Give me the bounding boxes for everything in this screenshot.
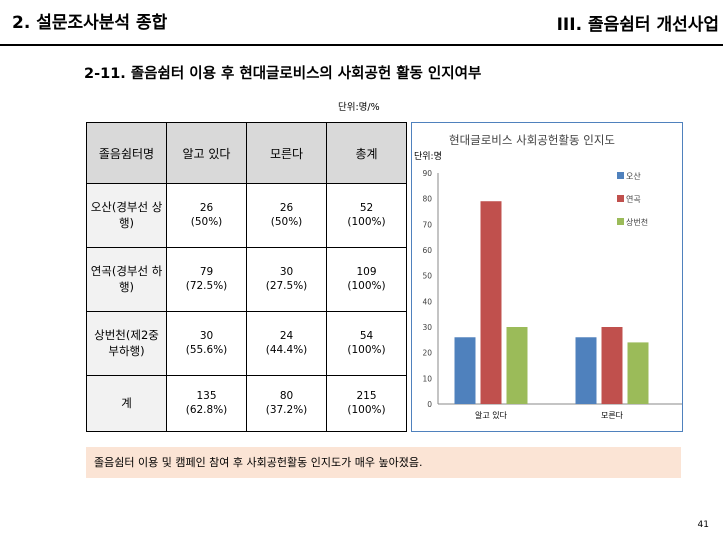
table-cell: 109 (100%) xyxy=(326,246,407,312)
cell-count: 52 xyxy=(359,202,374,215)
table-cell: 79 (72.5%) xyxy=(166,246,247,312)
legend-swatch xyxy=(617,172,624,179)
survey-table: 졸음쉼터명 알고 있다 모른다 총계 오산(경부선 상행) 26 (50%) 26… xyxy=(86,122,407,433)
table-cell: 80 (37.2%) xyxy=(246,374,327,433)
table-cell: 54 (100%) xyxy=(326,310,407,376)
table-total-row: 계 135 (62.8%) 80 (37.2%) 215 (100%) xyxy=(86,374,407,433)
y-tick-label: 70 xyxy=(422,220,432,229)
chart-title: 현대글로비스 사회공헌활동 인지도 xyxy=(449,133,615,147)
legend-label: 상번천 xyxy=(626,217,648,227)
summary-note: 졸음쉼터 이용 및 캠페인 참여 후 사회공헌활동 인지도가 매우 높아졌음. xyxy=(86,447,681,478)
table-row: 상번천(제2중 부하행) 30 (55.6%) 24 (44.4%) 54 (100%… xyxy=(86,310,407,376)
column-header: 총계 xyxy=(326,122,407,184)
table-cell: 26 (50%) xyxy=(246,183,327,248)
cell-count: 24 xyxy=(279,330,294,343)
header-divider xyxy=(0,44,723,46)
page-subtitle: 2-11. 졸음쉼터 이용 후 현대글로비스의 사회공헌 활동 인지여부 xyxy=(84,66,482,82)
cell-count: 79 xyxy=(199,266,214,279)
y-tick-label: 10 xyxy=(422,374,432,383)
legend-swatch xyxy=(617,218,624,225)
cell-percent: (50%) xyxy=(270,216,303,229)
y-tick-label: 90 xyxy=(422,169,432,178)
row-header: 오산(경부선 상행) xyxy=(86,183,167,248)
row-header: 연곡(경부선 하행) xyxy=(86,246,167,312)
bar xyxy=(575,337,597,404)
cell-count: 215 xyxy=(356,390,377,403)
cell-percent: (27.5%) xyxy=(265,280,308,293)
chapter-title: III. 졸음쉼터 개선사업 xyxy=(556,15,719,35)
bar xyxy=(601,327,623,404)
y-tick-label: 30 xyxy=(422,323,432,332)
unit-label: 단위:명/% xyxy=(338,102,380,113)
table-cell: 135 (62.8%) xyxy=(166,374,247,433)
cell-percent: (37.2%) xyxy=(265,404,308,417)
table-cell: 24 (44.4%) xyxy=(246,310,327,376)
table-row: 오산(경부선 상행) 26 (50%) 26 (50%) 52 (100%) xyxy=(86,183,407,248)
cell-percent: (50%) xyxy=(190,216,223,229)
cell-percent: (62.8%) xyxy=(185,404,228,417)
y-tick-label: 40 xyxy=(422,297,432,306)
table-cell: 30 (55.6%) xyxy=(166,310,247,376)
page-number: 41 xyxy=(697,520,709,530)
table-cell: 52 (100%) xyxy=(326,183,407,248)
cell-count: 26 xyxy=(279,202,294,215)
cell-count: 30 xyxy=(279,266,294,279)
cell-count: 109 xyxy=(356,266,377,279)
table-header-row: 졸음쉼터명 알고 있다 모른다 총계 xyxy=(86,122,407,184)
cell-percent: (100%) xyxy=(347,404,386,417)
section-title: 2. 설문조사분석 종합 xyxy=(12,13,168,33)
cell-count: 54 xyxy=(359,330,374,343)
y-tick-label: 80 xyxy=(422,195,432,204)
table-cell: 30 (27.5%) xyxy=(246,246,327,312)
cell-percent: (72.5%) xyxy=(185,280,228,293)
column-header: 알고 있다 xyxy=(166,122,247,184)
y-tick-label: 60 xyxy=(422,246,432,255)
cell-percent: (100%) xyxy=(347,216,386,229)
cell-percent: (44.4%) xyxy=(265,344,308,357)
bar xyxy=(506,327,528,404)
y-axis-label: 단위:명 xyxy=(414,151,442,162)
y-tick-label: 50 xyxy=(422,272,432,281)
column-header: 모른다 xyxy=(246,122,327,184)
table-cell: 26 (50%) xyxy=(166,183,247,248)
y-tick-label: 20 xyxy=(422,349,432,358)
legend-label: 오산 xyxy=(626,171,641,181)
cell-percent: (100%) xyxy=(347,280,386,293)
table-row: 연곡(경부선 하행) 79 (72.5%) 30 (27.5%) 109 (100%) xyxy=(86,246,407,312)
table-cell: 215 (100%) xyxy=(326,374,407,433)
y-tick-label: 0 xyxy=(427,400,432,409)
row-header: 상번천(제2중 부하행) xyxy=(86,310,167,376)
bar xyxy=(454,337,476,404)
bar xyxy=(480,201,502,404)
cell-count: 135 xyxy=(196,390,217,403)
cell-count: 80 xyxy=(279,390,294,403)
row-header: 계 xyxy=(86,374,167,433)
x-tick-label: 모른다 xyxy=(601,411,624,420)
cell-count: 26 xyxy=(199,202,214,215)
legend-swatch xyxy=(617,195,624,202)
x-tick-label: 알고 있다 xyxy=(475,410,508,420)
cell-percent: (55.6%) xyxy=(185,344,228,357)
column-header: 졸음쉼터명 xyxy=(86,122,167,184)
cell-count: 30 xyxy=(199,330,214,343)
cell-percent: (100%) xyxy=(347,344,386,357)
legend-label: 연곡 xyxy=(626,195,641,204)
bar xyxy=(627,342,649,404)
